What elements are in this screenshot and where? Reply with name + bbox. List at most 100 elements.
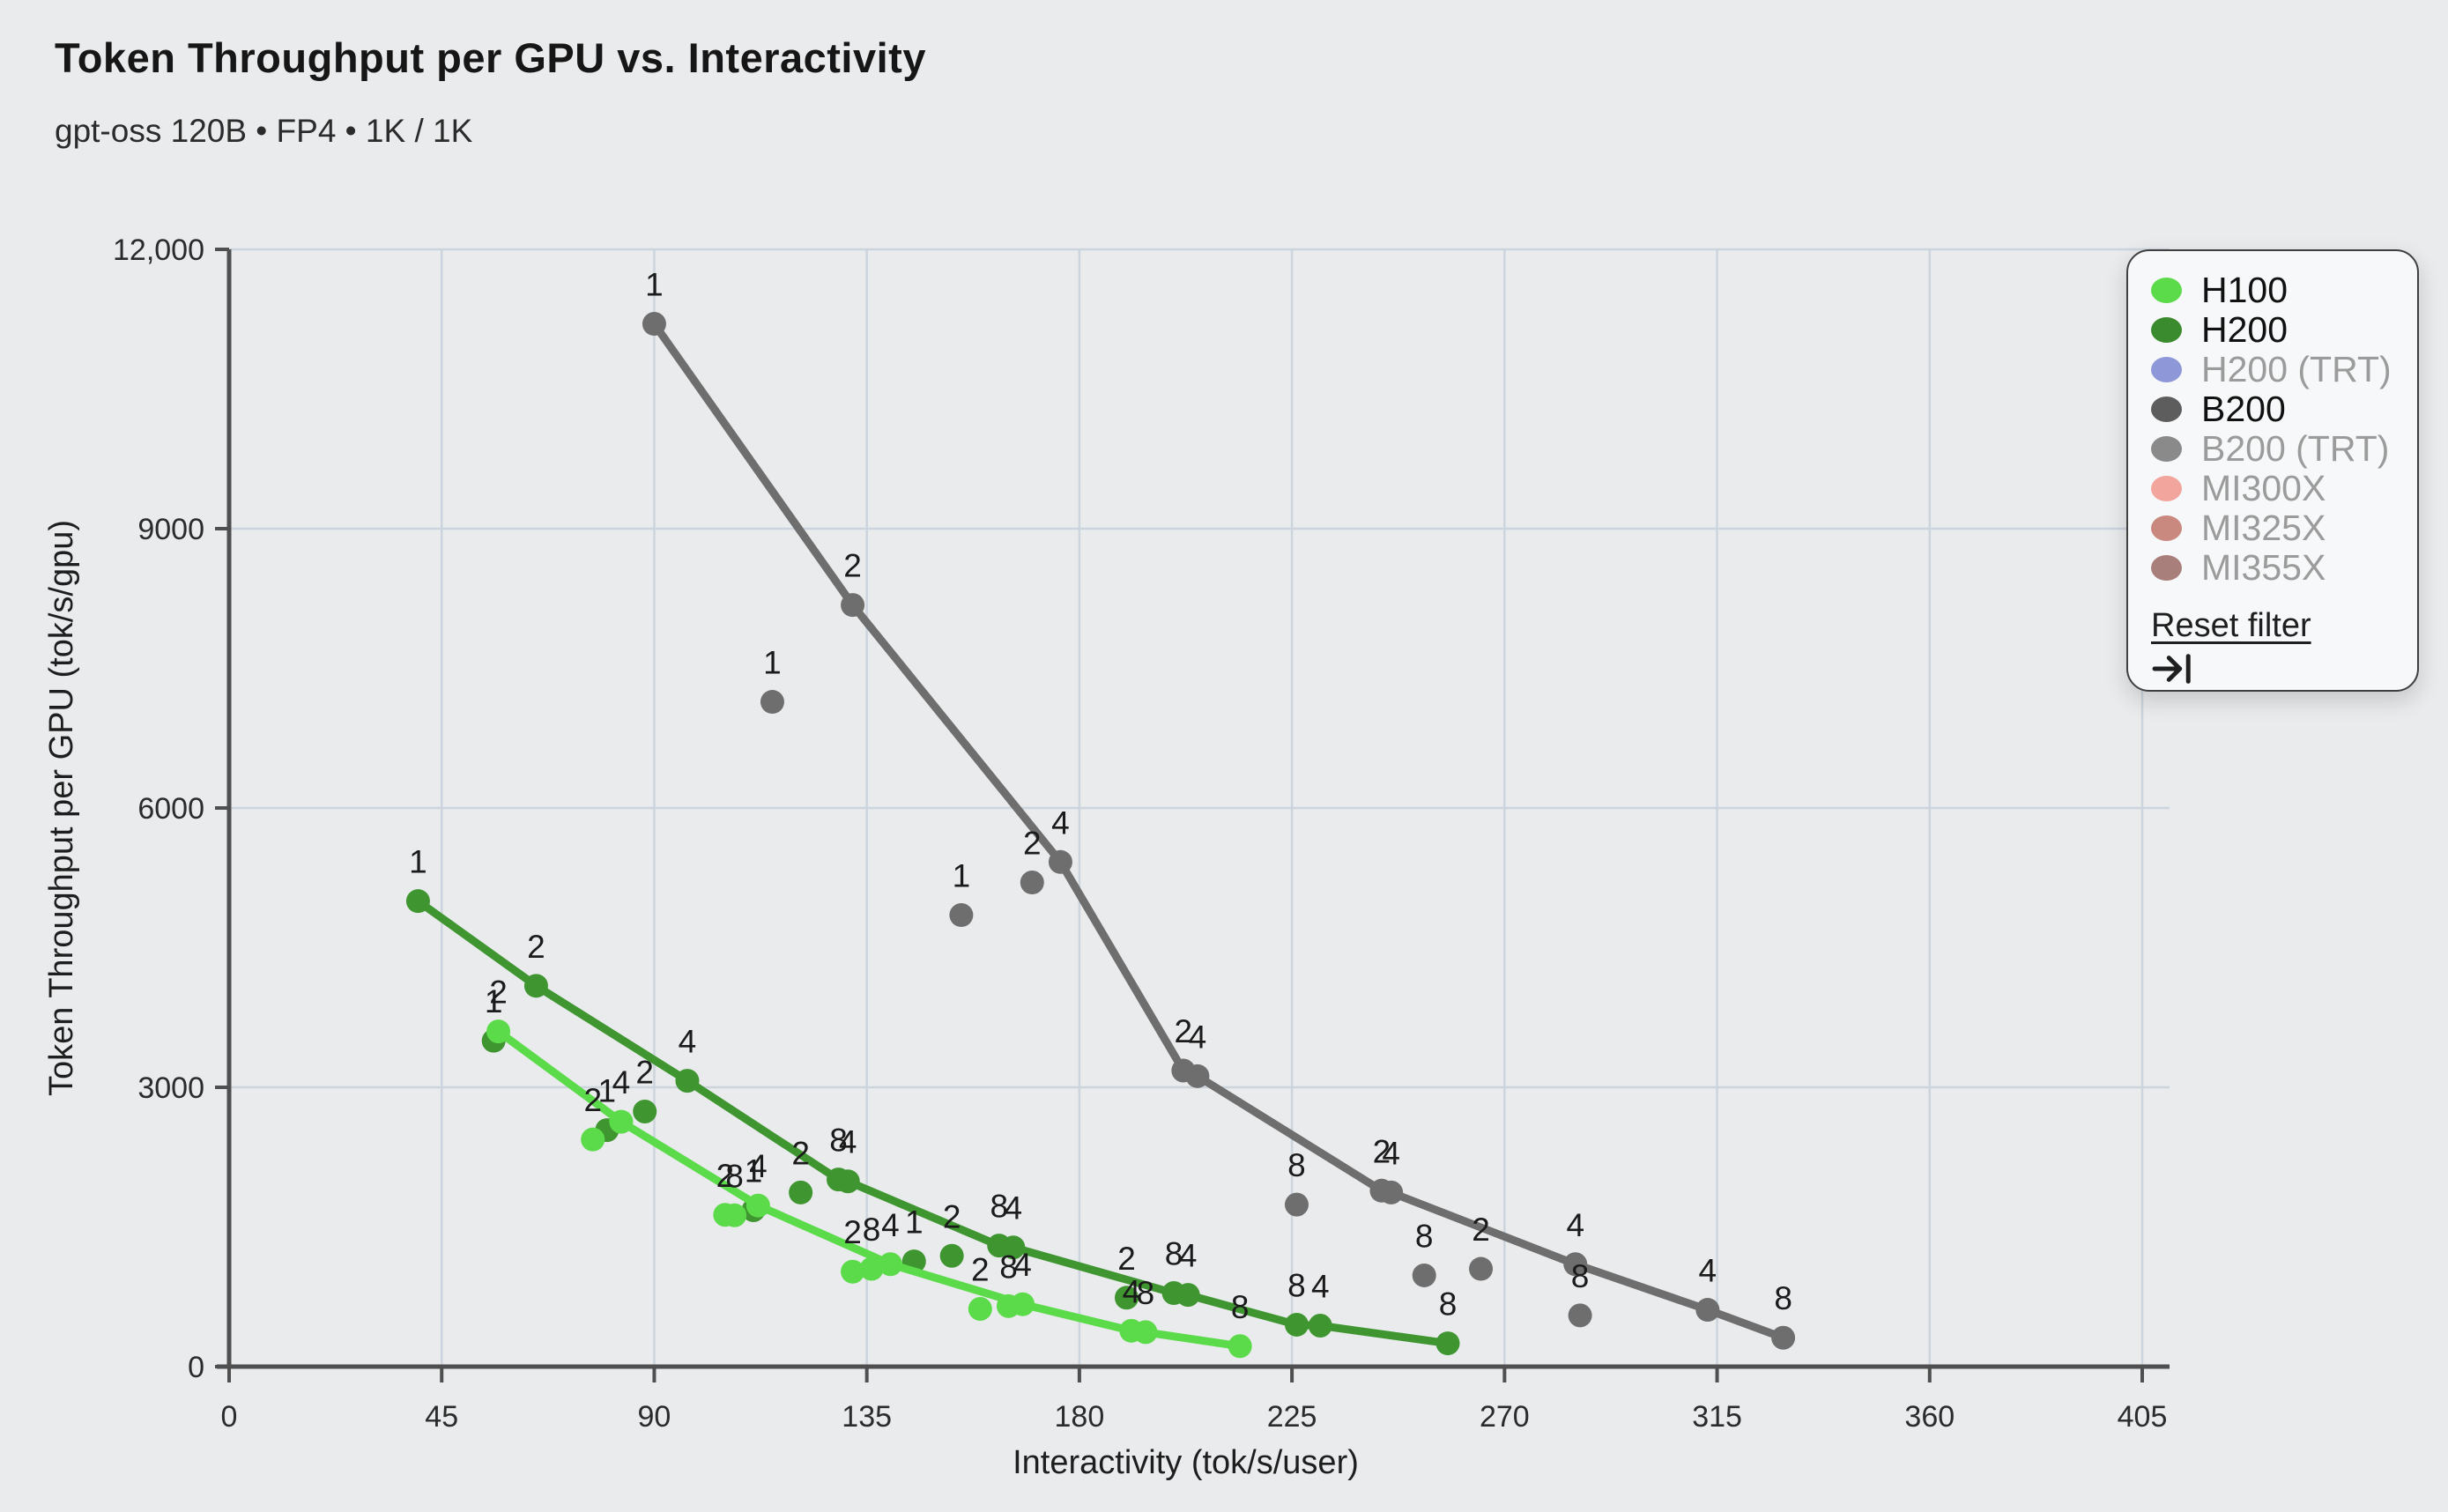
data-point-label: 2 — [716, 1158, 735, 1194]
legend-item-h200[interactable]: H200 — [2151, 310, 2417, 350]
data-point-B200[interactable] — [1379, 1180, 1404, 1204]
legend-item-mi300x[interactable]: MI300X — [2151, 469, 2417, 508]
data-point-B200[interactable] — [760, 690, 784, 715]
data-point-label: 8 — [1415, 1218, 1434, 1254]
data-point-label: 4 — [839, 1124, 857, 1160]
data-point-B200[interactable] — [1771, 1325, 1796, 1350]
data-point-H100[interactable] — [723, 1203, 747, 1227]
data-point-H100[interactable] — [1133, 1320, 1158, 1345]
legend-label: B200 (TRT) — [2201, 428, 2390, 469]
data-point-H200[interactable] — [835, 1169, 860, 1194]
data-point-H100[interactable] — [581, 1127, 605, 1152]
data-point-H200[interactable] — [1001, 1235, 1026, 1260]
data-point-label: 4 — [1179, 1238, 1198, 1274]
x-tick-label: 225 — [1267, 1400, 1317, 1434]
data-point-label: 1 — [485, 983, 503, 1019]
data-point-H100[interactable] — [486, 1019, 511, 1044]
data-point-B200[interactable] — [1568, 1303, 1592, 1328]
data-point-H200[interactable] — [523, 974, 548, 998]
data-point-B200[interactable] — [1469, 1256, 1494, 1281]
data-point-label: 4 — [612, 1064, 631, 1101]
legend-item-b200[interactable]: B200 — [2151, 389, 2417, 429]
data-point-H200[interactable] — [1114, 1286, 1139, 1310]
tick-labels: 0 45 90 135 180 225 270 315 360 405 0 3000 6000 9000 1… — [113, 233, 2167, 1434]
data-point-label: 2 — [791, 1135, 810, 1171]
legend-item-mi325x[interactable]: MI325X — [2151, 508, 2417, 548]
x-tick-label: 405 — [2118, 1400, 2168, 1434]
legend-label: H200 — [2201, 309, 2289, 350]
data-point-B200[interactable] — [841, 593, 865, 618]
data-point-H100[interactable] — [746, 1193, 770, 1218]
data-point-label: 1 — [953, 858, 971, 894]
data-point-H100[interactable] — [1228, 1334, 1252, 1359]
data-point-B200[interactable] — [949, 903, 974, 928]
y-tick-label: 3000 — [137, 1071, 204, 1105]
data-point-H100[interactable] — [859, 1256, 884, 1281]
data-point-H100[interactable] — [878, 1252, 902, 1277]
data-point-H200[interactable] — [1435, 1331, 1460, 1356]
legend-item-h100[interactable]: H100 — [2151, 271, 2417, 310]
y-tick-label: 0 — [188, 1351, 204, 1384]
data-point-label: 4 — [1189, 1019, 1207, 1055]
data-point-H200[interactable] — [675, 1069, 700, 1093]
data-point-B200[interactable] — [1048, 849, 1072, 874]
x-axis-title: Interactivity (tok/s/user) — [1013, 1444, 1359, 1481]
data-point-H100[interactable] — [841, 1259, 865, 1284]
data-point-H200[interactable] — [1176, 1283, 1200, 1308]
page-title: Token Throughput per GPU vs. Interactivi… — [55, 34, 926, 81]
data-point-label: 4 — [881, 1207, 900, 1243]
data-point-label: 4 — [679, 1024, 697, 1060]
data-point-B200[interactable] — [1563, 1252, 1588, 1277]
data-point-H200[interactable] — [633, 1099, 657, 1123]
data-point-H200[interactable] — [789, 1180, 813, 1204]
data-point-H100[interactable] — [1011, 1292, 1035, 1316]
legend-label: MI300X — [2201, 468, 2326, 508]
data-point-label: 4 — [1013, 1247, 1032, 1283]
legend-item-mi355x[interactable]: MI355X — [2151, 548, 2417, 588]
legend-swatch-b200-trt — [2151, 436, 2182, 462]
data-point-B200[interactable] — [1412, 1263, 1436, 1287]
legend-item-h200-trt[interactable]: H200 (TRT) — [2151, 350, 2417, 389]
data-point-label: 2 — [583, 1082, 602, 1118]
data-point-B200[interactable] — [1020, 871, 1044, 895]
data-point-label: 1 — [745, 1153, 763, 1189]
data-point-label: 8 — [999, 1249, 1018, 1285]
data-point-label: 1 — [409, 844, 427, 880]
legend-label: B200 — [2201, 389, 2286, 429]
series-line-B200 — [649, 320, 1788, 1342]
data-point-label: 8 — [1571, 1258, 1590, 1294]
data-point-H200[interactable] — [1308, 1314, 1332, 1338]
data-point-B200[interactable] — [642, 312, 666, 337]
legend-swatch-mi325x — [2151, 515, 2182, 541]
x-tick-label: 0 — [221, 1400, 238, 1434]
data-point-B200[interactable] — [1284, 1192, 1309, 1217]
legend-item-b200-trt[interactable]: B200 (TRT) — [2151, 429, 2417, 469]
axes — [215, 248, 2170, 1382]
data-point-H200[interactable] — [939, 1243, 964, 1268]
data-point-B200[interactable] — [1695, 1298, 1720, 1323]
y-tick-label: 12,000 — [113, 233, 204, 267]
x-tick-label: 135 — [842, 1400, 892, 1434]
data-point-label: 2 — [943, 1198, 961, 1234]
data-point-H100[interactable] — [609, 1109, 634, 1134]
data-point-label: 2 — [1373, 1133, 1391, 1169]
arrow-bar-right-icon[interactable] — [2151, 650, 2197, 687]
data-point-label: 8 — [1165, 1236, 1183, 1272]
data-point-label: 2 — [635, 1054, 654, 1090]
data-point-label: 8 — [1287, 1147, 1306, 1183]
data-point-label: 8 — [725, 1158, 744, 1194]
data-point-H200[interactable] — [405, 889, 430, 914]
data-point-B200[interactable] — [1185, 1064, 1210, 1088]
data-point-label: 2 — [1117, 1241, 1136, 1277]
x-tick-label: 360 — [1904, 1400, 1955, 1434]
x-tick-label: 45 — [425, 1400, 458, 1434]
data-point-H100[interactable] — [968, 1296, 992, 1321]
data-point-H200[interactable] — [1284, 1312, 1309, 1337]
data-point-label: 8 — [863, 1212, 881, 1248]
legend-swatch-mi300x — [2151, 476, 2182, 501]
reset-filter-link[interactable]: Reset filter — [2151, 607, 2311, 644]
